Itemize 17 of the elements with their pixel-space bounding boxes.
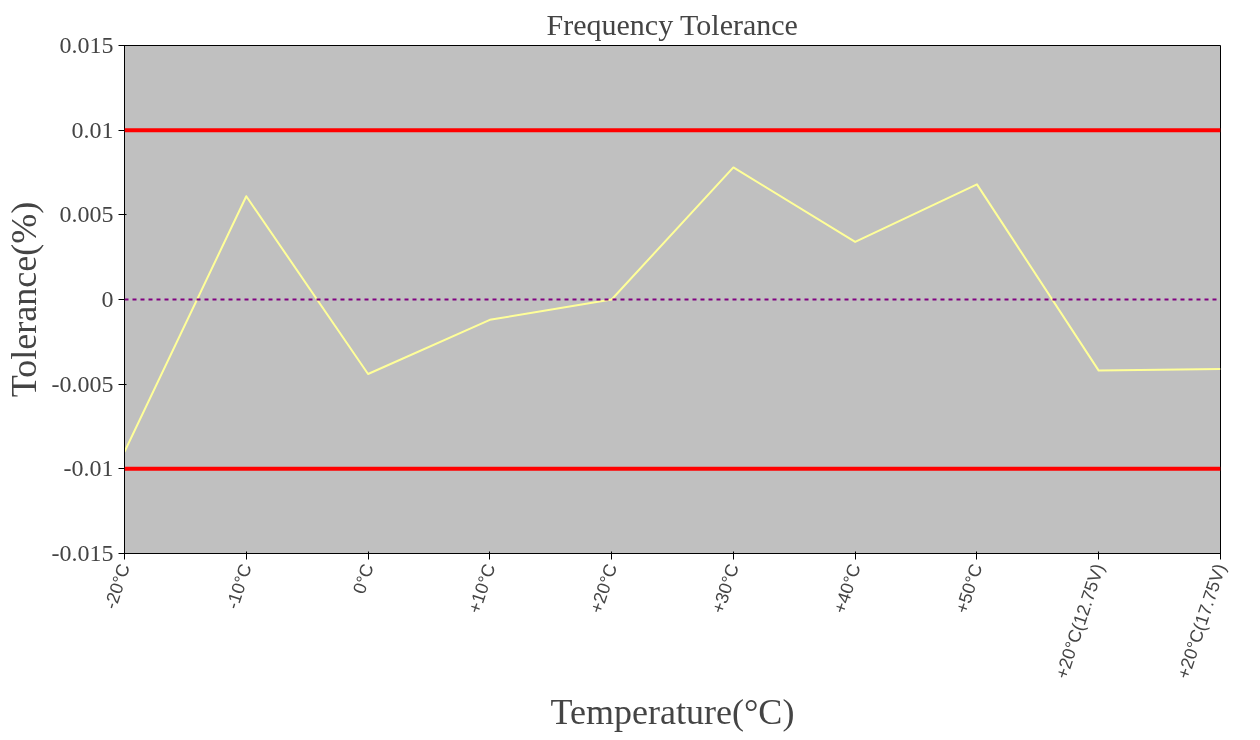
y-tick-label: -0.01 xyxy=(63,455,114,482)
x-tick-label: +50°C xyxy=(951,561,987,616)
y-tick-label: 0.015 xyxy=(59,32,114,58)
y-tick-label: 0 xyxy=(101,286,114,312)
y-tick-label: 0.01 xyxy=(71,116,114,143)
y-axis-title: Tolerance(%) xyxy=(3,201,44,398)
line-series xyxy=(124,166,1221,453)
x-tick-label: +30°C xyxy=(707,561,743,616)
y-tick-label: -0.005 xyxy=(51,370,114,397)
x-tick-label: +10°C xyxy=(464,561,500,616)
y-tick-label: 0.005 xyxy=(59,201,114,228)
x-tick-label: 0°C xyxy=(349,561,378,597)
x-tick-label: +40°C xyxy=(829,561,865,616)
chart-title: Frequency Tolerance xyxy=(546,7,798,41)
x-tick-label: -10°C xyxy=(222,561,256,612)
x-tick-label: +20°C xyxy=(586,561,622,616)
x-axis-title: Temperature(°C) xyxy=(550,692,795,733)
